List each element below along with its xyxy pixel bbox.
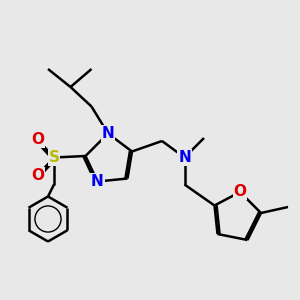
Text: N: N bbox=[91, 174, 104, 189]
Text: O: O bbox=[31, 132, 44, 147]
Text: N: N bbox=[178, 150, 191, 165]
Text: S: S bbox=[49, 150, 59, 165]
Text: O: O bbox=[31, 168, 44, 183]
Text: O: O bbox=[233, 184, 247, 200]
Text: N: N bbox=[102, 126, 114, 141]
